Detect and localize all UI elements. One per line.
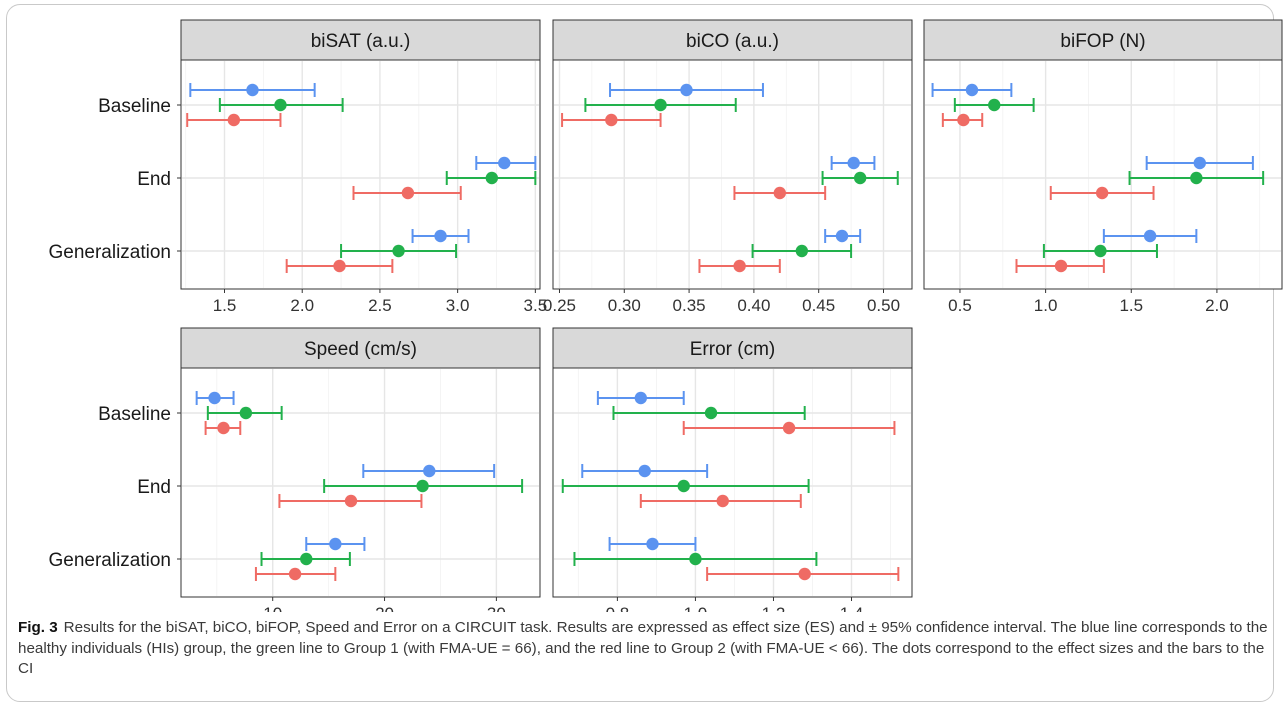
estimate-point-hi_group-generalization	[434, 229, 447, 243]
estimate-point-hi_group-generalization	[1143, 229, 1157, 243]
panel-strip	[180, 19, 541, 61]
panel-bico-a-u: biCO (a.u.) 0.25 0.30 0.35 0.40 0.45 0.50	[543, 19, 913, 315]
category-label-end: End	[137, 477, 171, 498]
x-tick-label: 1.5	[213, 296, 237, 315]
estimate-point-hi_group-baseline	[208, 391, 221, 405]
panel-bisat-a-u: biSAT (a.u.) 1.5 2.0 2.5 3.0 3.5 Baseline End Ge…	[48, 19, 548, 315]
x-tick-label: 2.5	[368, 296, 392, 315]
panel-border	[552, 59, 913, 290]
category-label-generalization: Generalization	[48, 242, 171, 263]
panel-background	[180, 367, 541, 598]
x-tick-label: 3.0	[446, 296, 470, 315]
estimate-point-group1-baseline	[654, 98, 667, 112]
panel-title: biFOP (N)	[1060, 31, 1145, 52]
estimate-point-hi_group-generalization	[329, 537, 342, 551]
x-tick-label: 0.25	[543, 296, 576, 315]
x-tick-label: 0.40	[737, 296, 770, 315]
x-tick-label: 1.0	[1034, 296, 1058, 315]
x-tick-label: 30	[487, 604, 506, 612]
figure-label: Fig. 3	[18, 619, 58, 636]
x-tick-label: 10	[263, 604, 282, 612]
x-tick-label: 0.30	[608, 296, 641, 315]
estimate-point-hi_group-end	[498, 156, 511, 170]
estimate-point-group2-baseline	[782, 421, 796, 435]
category-label-baseline: Baseline	[98, 404, 171, 425]
panel-border	[923, 59, 1283, 290]
panel-speed-cm-s: Speed (cm/s) 10 20 30 Baseline End Generalizat…	[48, 327, 541, 612]
category-label-end: End	[137, 169, 171, 190]
x-tick-label: 1.0	[684, 604, 708, 612]
estimate-point-group2-generalization	[1054, 259, 1068, 273]
estimate-point-group2-end	[344, 494, 358, 508]
estimate-point-group2-end	[773, 186, 787, 200]
estimate-point-group1-end	[677, 479, 690, 493]
estimate-point-group1-baseline	[274, 98, 287, 112]
panel-border	[180, 59, 541, 290]
estimate-point-group1-generalization	[392, 244, 405, 258]
panel-bifop-n: biFOP (N) 0.5 1.0 1.5 2.0	[923, 19, 1283, 315]
estimate-point-group2-end	[716, 494, 729, 508]
panel-strip	[552, 19, 913, 61]
estimate-point-group2-baseline	[217, 421, 230, 435]
estimate-point-group2-generalization	[733, 259, 746, 273]
estimate-point-group1-end	[1190, 171, 1203, 185]
panel-background	[552, 367, 913, 598]
x-tick-label: 1.5	[1119, 296, 1143, 315]
estimate-point-group1-end	[485, 171, 499, 185]
estimate-point-hi_group-end	[423, 464, 436, 478]
estimate-point-group1-end	[853, 171, 867, 185]
estimate-point-group2-baseline	[227, 113, 241, 127]
x-tick-label: 3.5	[524, 296, 548, 315]
x-tick-label: 2.0	[1205, 296, 1229, 315]
x-tick-label: 0.50	[867, 296, 900, 315]
panel-strip	[923, 19, 1283, 61]
estimate-point-group2-baseline	[957, 113, 970, 127]
panel-title: Error (cm)	[690, 339, 775, 360]
estimate-point-group1-baseline	[988, 98, 1001, 112]
panel-background	[180, 59, 541, 290]
panel-title: biCO (a.u.)	[686, 31, 779, 52]
x-tick-label: 1.4	[840, 604, 864, 612]
estimate-point-group2-generalization	[288, 567, 302, 581]
x-tick-label: 0.35	[673, 296, 706, 315]
estimate-point-hi_group-end	[638, 464, 651, 478]
estimate-point-group1-generalization	[1094, 244, 1107, 258]
estimate-point-hi_group-generalization	[835, 229, 849, 243]
panel-strip	[180, 327, 541, 369]
category-label-generalization: Generalization	[48, 550, 171, 571]
estimate-point-group1-baseline	[239, 406, 253, 420]
category-label-baseline: Baseline	[98, 96, 171, 117]
panel-border	[552, 367, 913, 598]
estimate-point-group1-baseline	[704, 406, 718, 420]
estimate-point-group1-generalization	[689, 552, 702, 566]
x-tick-label: 2.0	[290, 296, 314, 315]
panel-title: Speed (cm/s)	[304, 339, 417, 360]
estimate-point-group2-end	[1095, 186, 1109, 200]
estimate-point-group2-generalization	[333, 259, 346, 273]
estimate-point-group2-generalization	[798, 567, 811, 581]
panel-error-cm: Error (cm) 0.8 1.0 1.2 1.4	[552, 327, 913, 612]
estimate-point-group1-generalization	[300, 552, 313, 566]
x-tick-label: 0.5	[948, 296, 972, 315]
estimate-point-hi_group-baseline	[965, 83, 979, 97]
panel-title: biSAT (a.u.)	[311, 31, 411, 52]
x-tick-label: 0.8	[606, 604, 630, 612]
estimate-point-hi_group-end	[847, 156, 860, 170]
estimate-point-hi_group-baseline	[634, 391, 647, 405]
forest-plot-grid: biSAT (a.u.) 1.5 2.0 2.5 3.0 3.5 Baseline End Ge…	[48, 19, 1283, 612]
estimate-point-group2-baseline	[605, 113, 618, 127]
estimate-point-group1-end	[416, 479, 429, 493]
x-tick-label: 20	[375, 604, 394, 612]
x-tick-label: 1.2	[762, 604, 786, 612]
panel-border	[180, 367, 541, 598]
figure-caption: Fig. 3 Results for the biSAT, biCO, biFOP…	[18, 618, 1270, 680]
estimate-point-hi_group-generalization	[646, 537, 659, 551]
estimate-point-hi_group-baseline	[680, 83, 693, 97]
estimate-point-group1-generalization	[795, 244, 809, 258]
caption-text: Results for the biSAT, biCO, biFOP, Spee…	[18, 619, 1268, 677]
estimate-point-group2-end	[401, 186, 415, 200]
x-tick-label: 0.45	[802, 296, 835, 315]
estimate-point-hi_group-end	[1193, 156, 1206, 170]
estimate-point-hi_group-baseline	[246, 83, 259, 97]
